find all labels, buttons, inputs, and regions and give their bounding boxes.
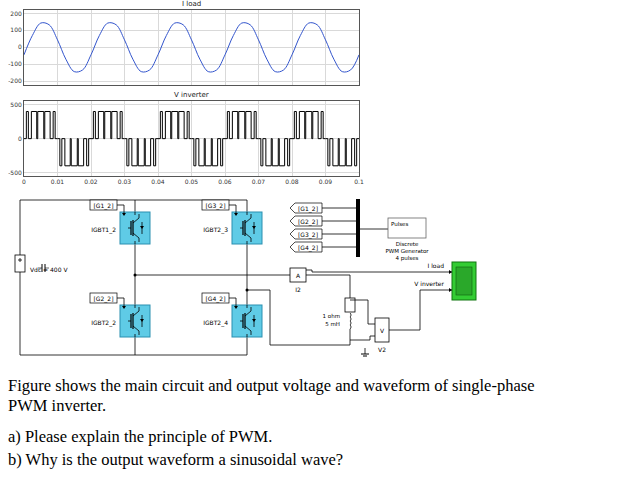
svg-text:IGBT2_2: IGBT2_2: [91, 319, 116, 327]
svg-text:0.01: 0.01: [51, 178, 65, 185]
html-text:Figure shows the main circuit: Figure shows the main circuit and output…: [8, 376, 535, 395]
svg-text:0.1: 0.1: [354, 178, 364, 185]
svg-text:[G4_2]: [G4_2]: [298, 244, 318, 252]
svg-text:-500: -500: [8, 169, 22, 176]
svg-text:0.03: 0.03: [118, 178, 132, 185]
svg-text:PWM Generator: PWM Generator: [385, 248, 429, 254]
html-text:b) Why is the output waveform: b) Why is the output waveform a sinusoid…: [8, 450, 344, 469]
svg-text:0.04: 0.04: [151, 178, 165, 185]
svg-text:I load: I load: [428, 262, 445, 269]
svg-text:[G2_2]: [G2_2]: [298, 218, 318, 226]
svg-text:Discrete: Discrete: [396, 241, 419, 247]
svg-text:[G2_2]: [G2_2]: [94, 295, 114, 303]
svg-text:IGBT2_3: IGBT2_3: [203, 226, 228, 234]
svg-text:IGBT2_4: IGBT2_4: [203, 319, 228, 327]
svg-text:4 pulses: 4 pulses: [396, 255, 419, 262]
svg-text:[G3_2]: [G3_2]: [298, 231, 318, 239]
svg-text:-100: -100: [8, 60, 22, 67]
svg-text:5 mH: 5 mH: [325, 321, 340, 327]
svg-text:0.02: 0.02: [84, 178, 98, 185]
svg-text:IGBT1_2: IGBT1_2: [91, 226, 116, 234]
svg-text:I load: I load: [182, 0, 201, 8]
svg-text:1 ohm: 1 ohm: [323, 313, 340, 319]
svg-text:[G1_2]: [G1_2]: [94, 202, 114, 210]
svg-text:V inverter: V inverter: [174, 91, 209, 99]
svg-text:V2: V2: [378, 346, 386, 353]
svg-text:I2: I2: [295, 286, 301, 293]
svg-text:100: 100: [10, 26, 22, 33]
svg-text:A: A: [296, 272, 301, 279]
svg-text:0: 0: [18, 43, 22, 50]
svg-text:0.06: 0.06: [218, 178, 232, 185]
svg-text:0: 0: [18, 135, 22, 142]
svg-text:[G1_2]: [G1_2]: [298, 205, 318, 213]
svg-text:V: V: [380, 327, 385, 334]
svg-text:500: 500: [10, 101, 22, 108]
html-text:PWM inverter.: PWM inverter.: [8, 396, 107, 415]
svg-text:Pulses: Pulses: [391, 221, 408, 227]
svg-text:[G3_2]: [G3_2]: [206, 202, 226, 210]
svg-text:0.07: 0.07: [252, 178, 266, 185]
svg-text:200: 200: [10, 10, 22, 17]
svg-text:0.05: 0.05: [185, 178, 199, 185]
svg-text:0.09: 0.09: [319, 178, 333, 185]
svg-text:[G4_2]: [G4_2]: [206, 295, 226, 303]
svg-text:V inverter: V inverter: [414, 280, 444, 287]
svg-text:0.08: 0.08: [285, 178, 299, 185]
html-text:a) Please explain the principl: a) Please explain the principle of PWM.: [8, 427, 273, 446]
svg-text:0: 0: [22, 178, 26, 185]
svg-text:-200: -200: [8, 77, 22, 84]
svg-text:Vdc = 400 V: Vdc = 400 V: [30, 266, 68, 273]
